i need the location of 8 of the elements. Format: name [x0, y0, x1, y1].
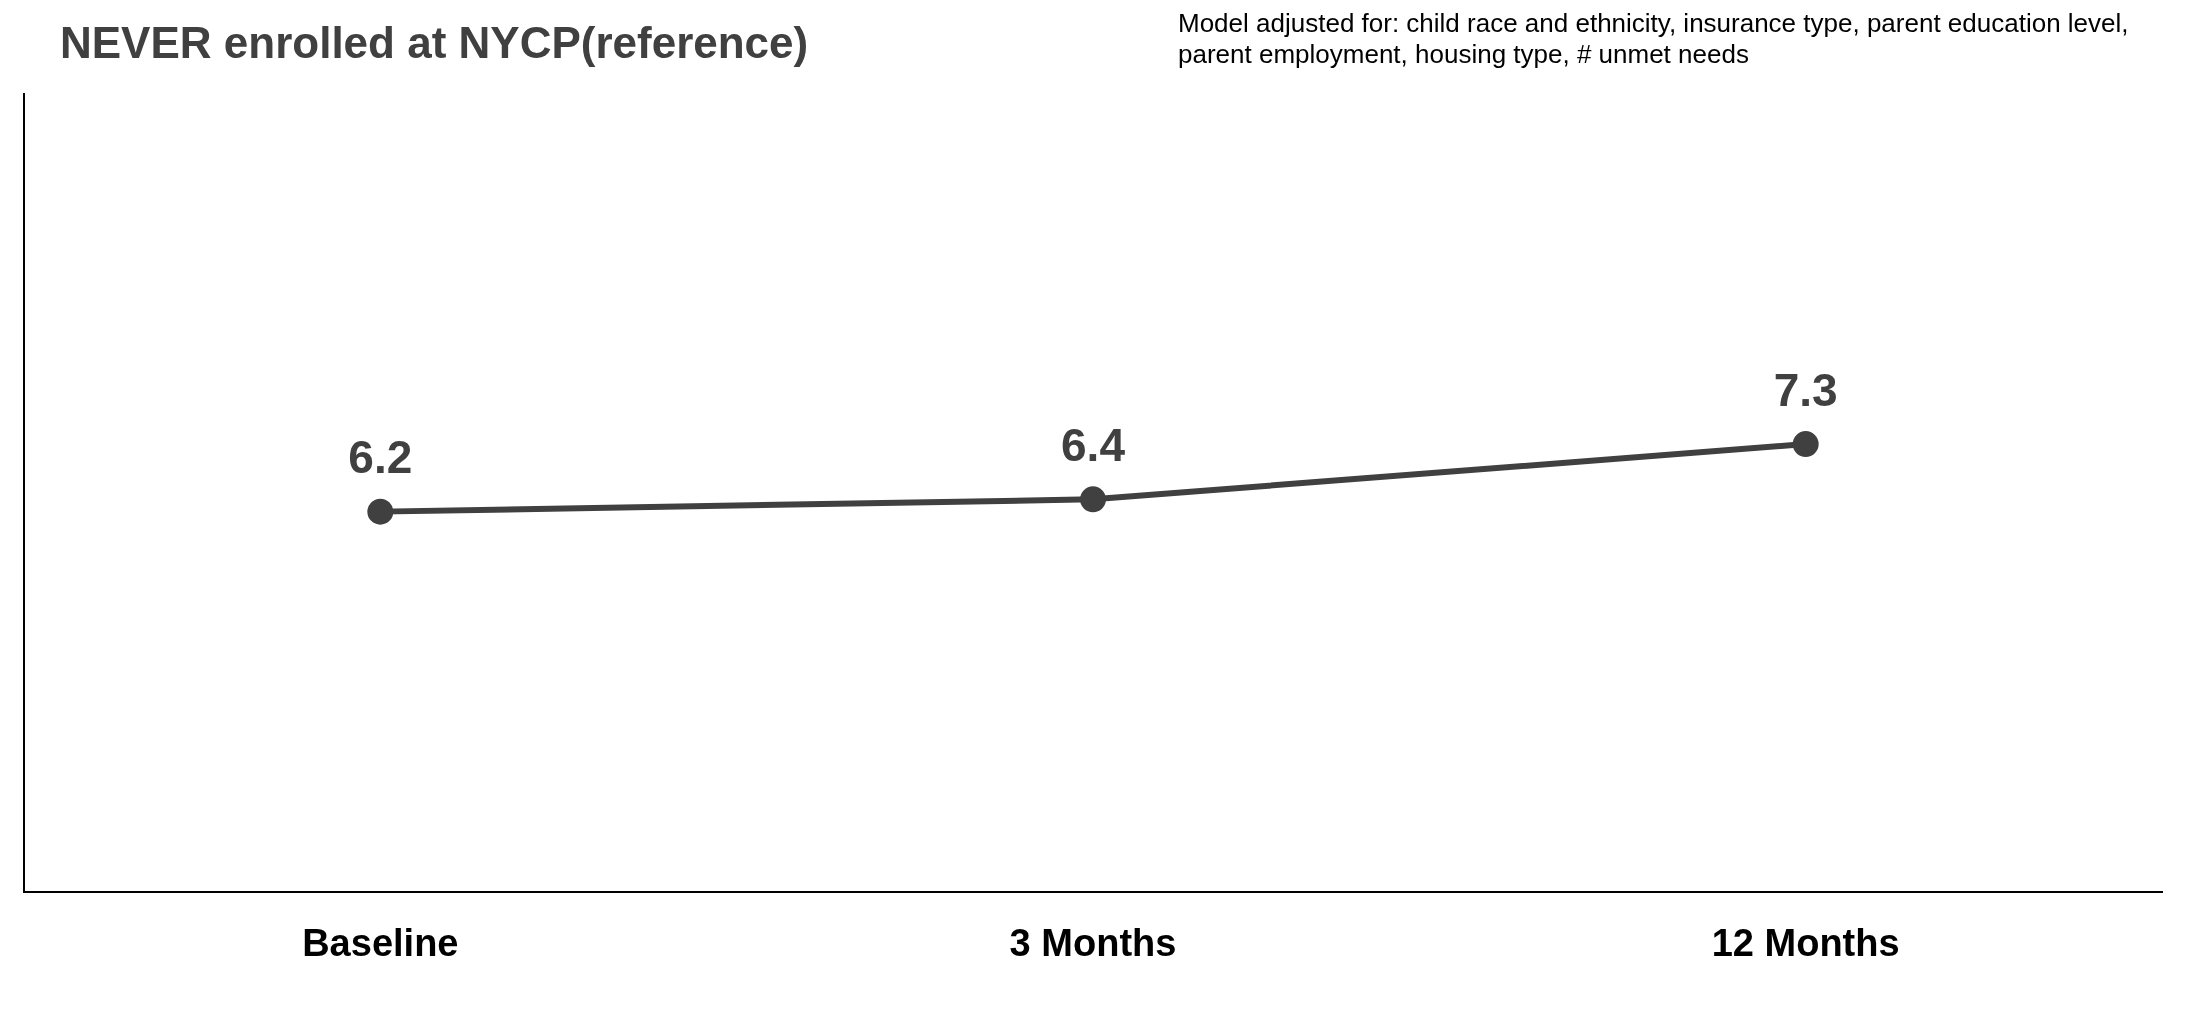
chart-title: NEVER enrolled at NYCP(reference) [60, 18, 809, 68]
x-tick-label: 3 Months [1009, 921, 1177, 964]
data-label: 6.2 [348, 431, 413, 484]
x-tick-label: 12 Months [1711, 921, 1900, 964]
text: Model adjusted for: child race and ethnicity, insurance type, parent education level, parent employment, housing type, # unmet needs [1178, 8, 2130, 70]
data-label: 6.4 [1061, 419, 1126, 472]
x-tick-label: Baseline [302, 921, 459, 964]
data-label: 7.3 [1773, 363, 1838, 416]
